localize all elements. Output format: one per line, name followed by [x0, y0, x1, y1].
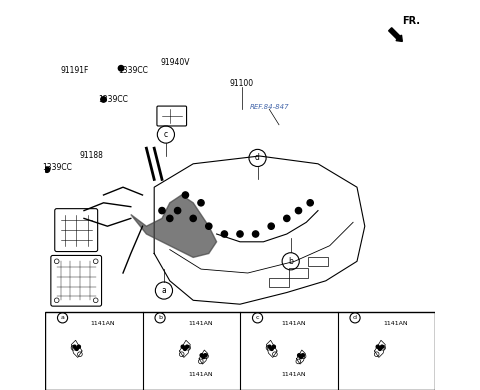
- Text: 1141AN: 1141AN: [282, 321, 306, 326]
- FancyBboxPatch shape: [157, 106, 187, 126]
- Circle shape: [381, 345, 384, 348]
- Text: 1339CC: 1339CC: [98, 95, 128, 104]
- Circle shape: [237, 231, 243, 237]
- Text: REF.84-847: REF.84-847: [250, 104, 289, 110]
- Text: c: c: [164, 130, 168, 139]
- Circle shape: [252, 231, 259, 237]
- Circle shape: [298, 354, 301, 357]
- Circle shape: [270, 347, 273, 350]
- Circle shape: [307, 200, 313, 206]
- Text: d: d: [255, 153, 260, 163]
- Circle shape: [268, 223, 275, 229]
- Bar: [45, 312, 435, 390]
- Text: a: a: [60, 316, 64, 320]
- Circle shape: [284, 215, 290, 222]
- Text: 1141AN: 1141AN: [188, 321, 213, 326]
- Circle shape: [272, 345, 276, 348]
- Circle shape: [175, 207, 181, 214]
- Circle shape: [190, 215, 196, 222]
- Circle shape: [221, 231, 228, 237]
- Bar: [289, 268, 308, 278]
- Circle shape: [118, 66, 124, 71]
- Circle shape: [183, 347, 186, 350]
- Circle shape: [200, 354, 203, 357]
- Text: 1339CC: 1339CC: [42, 163, 72, 172]
- Circle shape: [167, 215, 173, 222]
- Circle shape: [202, 356, 205, 359]
- Circle shape: [181, 345, 184, 348]
- Text: 91191F: 91191F: [60, 66, 88, 75]
- Circle shape: [198, 200, 204, 206]
- Text: d: d: [353, 316, 357, 320]
- FancyBboxPatch shape: [51, 255, 102, 306]
- Circle shape: [301, 354, 304, 357]
- Text: c: c: [256, 316, 259, 320]
- Circle shape: [205, 223, 212, 229]
- Circle shape: [44, 167, 50, 172]
- Circle shape: [159, 207, 165, 214]
- Circle shape: [101, 97, 106, 102]
- Text: b: b: [288, 257, 293, 266]
- Text: 1141AN: 1141AN: [188, 372, 213, 377]
- Text: 1339CC: 1339CC: [118, 66, 148, 75]
- Circle shape: [204, 354, 207, 357]
- Circle shape: [185, 345, 189, 348]
- Circle shape: [300, 356, 302, 359]
- Circle shape: [182, 192, 189, 198]
- Circle shape: [75, 347, 78, 350]
- Text: FR.: FR.: [402, 16, 420, 27]
- FancyBboxPatch shape: [55, 209, 97, 252]
- Text: 91940V: 91940V: [161, 58, 191, 67]
- Text: 1141AN: 1141AN: [282, 372, 306, 377]
- Circle shape: [376, 345, 379, 348]
- Text: b: b: [158, 316, 162, 320]
- FancyArrow shape: [389, 28, 402, 41]
- Text: 1141AN: 1141AN: [383, 321, 408, 326]
- Text: a: a: [162, 286, 167, 295]
- Polygon shape: [131, 195, 216, 257]
- Bar: [269, 278, 289, 287]
- Circle shape: [295, 207, 301, 214]
- Circle shape: [73, 345, 76, 348]
- Text: 1141AN: 1141AN: [91, 321, 115, 326]
- Circle shape: [378, 347, 382, 350]
- Text: 91100: 91100: [230, 79, 254, 89]
- Circle shape: [77, 345, 80, 348]
- Bar: [308, 257, 328, 266]
- Text: 91188: 91188: [80, 151, 104, 161]
- Circle shape: [268, 345, 271, 348]
